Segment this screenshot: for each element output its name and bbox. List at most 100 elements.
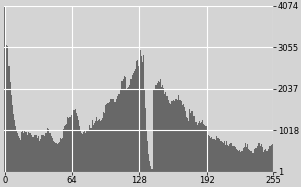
Bar bbox=[258, 143, 259, 172]
Bar bbox=[58, 142, 59, 172]
Bar bbox=[240, 151, 241, 172]
Bar bbox=[269, 146, 270, 172]
Bar bbox=[137, 60, 138, 172]
Bar bbox=[185, 111, 186, 172]
Bar bbox=[48, 129, 49, 172]
Bar bbox=[81, 133, 82, 172]
Bar bbox=[34, 135, 35, 172]
Bar bbox=[97, 121, 98, 172]
Bar bbox=[41, 135, 42, 172]
Bar bbox=[135, 69, 136, 172]
Bar bbox=[231, 143, 232, 172]
Bar bbox=[210, 138, 211, 172]
Bar bbox=[146, 130, 147, 172]
Bar bbox=[67, 117, 68, 172]
Bar bbox=[242, 151, 243, 172]
Bar bbox=[104, 113, 105, 172]
Bar bbox=[222, 142, 223, 172]
Bar bbox=[73, 110, 74, 172]
Bar bbox=[93, 125, 94, 172]
Bar bbox=[102, 118, 103, 172]
Bar bbox=[248, 148, 249, 172]
Bar bbox=[126, 90, 127, 172]
Bar bbox=[141, 56, 142, 172]
Bar bbox=[55, 142, 56, 172]
Bar bbox=[158, 81, 159, 172]
Bar bbox=[199, 121, 200, 172]
Bar bbox=[195, 122, 196, 172]
Bar bbox=[186, 117, 187, 172]
Bar bbox=[180, 100, 181, 172]
Bar bbox=[162, 85, 163, 172]
Bar bbox=[25, 132, 26, 172]
Bar bbox=[155, 85, 156, 172]
Bar bbox=[261, 144, 262, 172]
Bar bbox=[209, 136, 210, 172]
Bar bbox=[159, 82, 160, 172]
Bar bbox=[33, 137, 34, 172]
Bar bbox=[56, 143, 57, 172]
Bar bbox=[6, 45, 8, 172]
Bar bbox=[89, 125, 91, 172]
Bar bbox=[226, 141, 227, 172]
Bar bbox=[251, 151, 253, 172]
Bar bbox=[94, 123, 95, 172]
Bar bbox=[95, 121, 96, 172]
Bar bbox=[232, 146, 234, 172]
Bar bbox=[59, 142, 60, 172]
Bar bbox=[22, 131, 23, 172]
Bar bbox=[169, 103, 170, 172]
Bar bbox=[8, 66, 10, 172]
Bar bbox=[43, 135, 44, 172]
Bar bbox=[70, 115, 72, 172]
Bar bbox=[161, 87, 162, 172]
Bar bbox=[230, 143, 231, 172]
Bar bbox=[116, 99, 117, 172]
Bar bbox=[163, 88, 164, 172]
Bar bbox=[27, 135, 28, 172]
Bar bbox=[217, 138, 218, 172]
Bar bbox=[265, 149, 266, 172]
Bar bbox=[244, 147, 245, 172]
Bar bbox=[241, 151, 242, 172]
Bar bbox=[249, 150, 250, 172]
Bar bbox=[183, 104, 184, 172]
Bar bbox=[224, 141, 225, 172]
Bar bbox=[63, 129, 64, 172]
Bar bbox=[112, 99, 113, 172]
Bar bbox=[39, 141, 40, 172]
Bar bbox=[42, 135, 43, 172]
Bar bbox=[143, 55, 144, 172]
Bar bbox=[15, 125, 16, 172]
Bar bbox=[84, 131, 85, 172]
Bar bbox=[26, 132, 27, 172]
Bar bbox=[72, 117, 73, 172]
Bar bbox=[164, 94, 165, 172]
Bar bbox=[106, 104, 107, 172]
Bar bbox=[38, 136, 39, 172]
Bar bbox=[170, 104, 172, 172]
Bar bbox=[35, 135, 36, 172]
Bar bbox=[262, 147, 263, 172]
Bar bbox=[115, 102, 116, 172]
Bar bbox=[147, 141, 148, 172]
Bar bbox=[174, 101, 175, 172]
Bar bbox=[266, 151, 267, 172]
Bar bbox=[119, 94, 120, 172]
Bar bbox=[11, 95, 12, 172]
Bar bbox=[10, 82, 11, 172]
Bar bbox=[129, 85, 130, 172]
Bar bbox=[37, 138, 38, 172]
Bar bbox=[236, 149, 237, 172]
Bar bbox=[160, 79, 161, 172]
Bar bbox=[92, 120, 93, 172]
Bar bbox=[66, 125, 67, 172]
Bar bbox=[140, 50, 141, 172]
Bar bbox=[99, 119, 100, 172]
Bar bbox=[91, 128, 92, 172]
Bar bbox=[260, 146, 261, 172]
Bar bbox=[165, 92, 166, 172]
Bar bbox=[85, 133, 86, 172]
Bar bbox=[256, 148, 257, 172]
Bar bbox=[264, 150, 265, 172]
